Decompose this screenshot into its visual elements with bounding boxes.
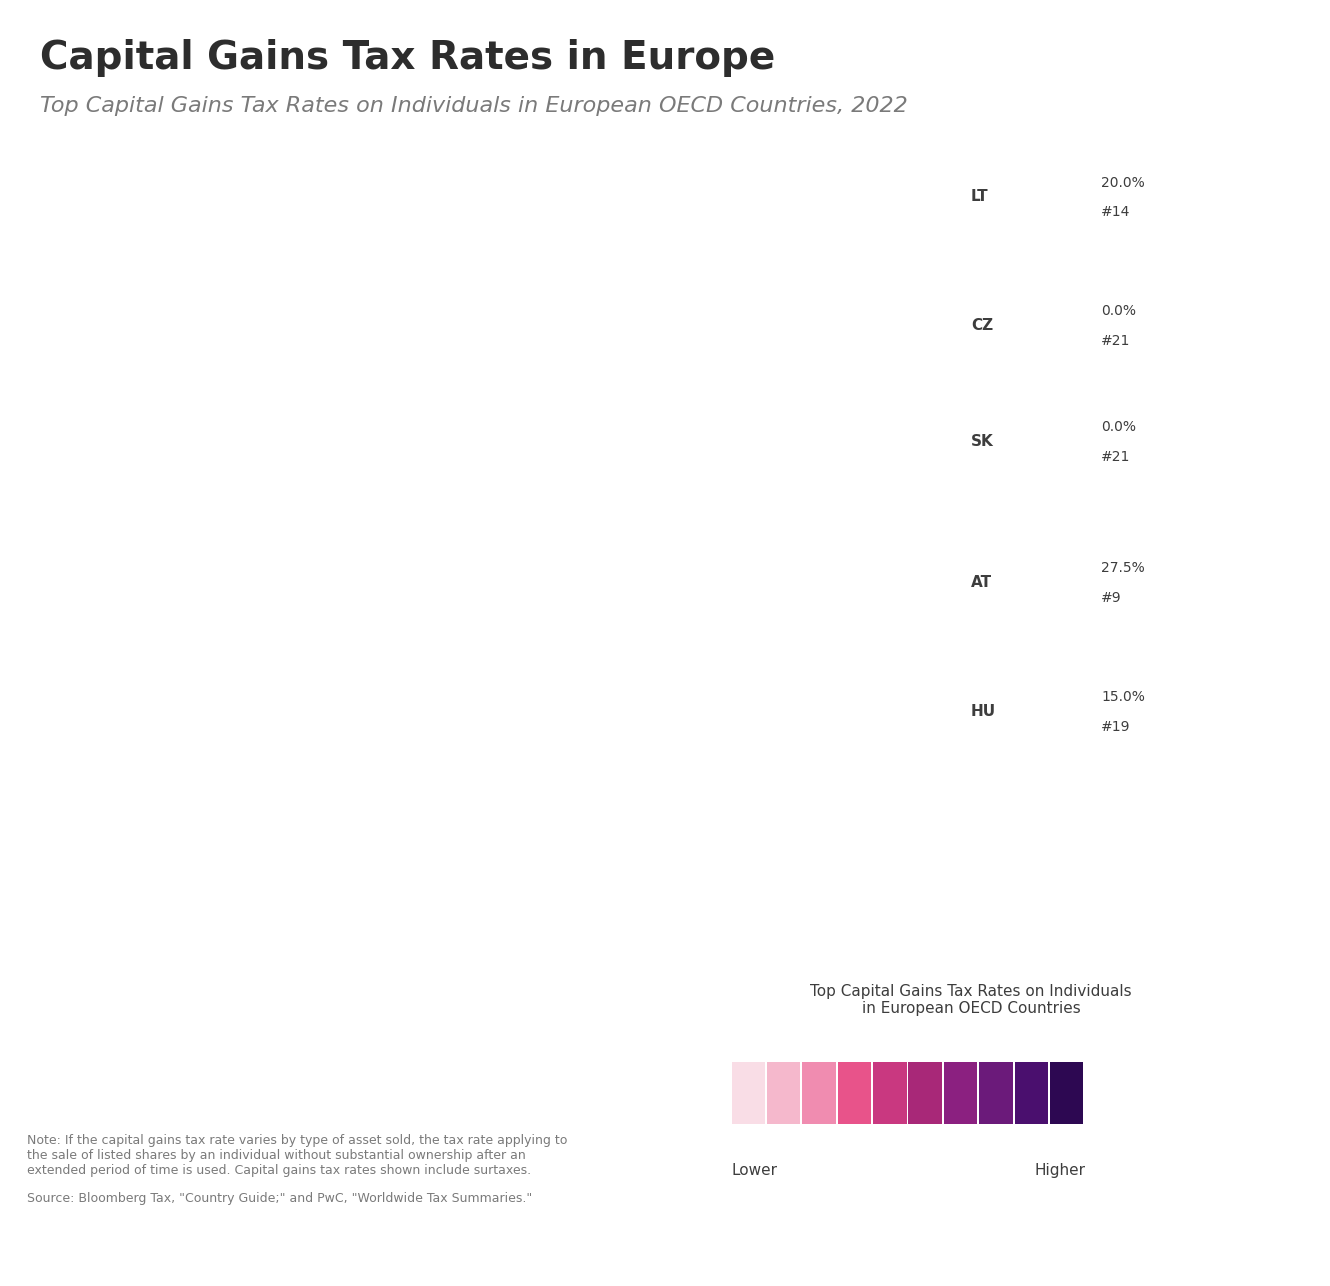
FancyBboxPatch shape	[767, 1062, 801, 1124]
FancyBboxPatch shape	[872, 1062, 907, 1124]
FancyBboxPatch shape	[979, 1062, 1012, 1124]
Text: Note: If the capital gains tax rate varies by type of asset sold, the tax rate a: Note: If the capital gains tax rate vari…	[27, 1134, 567, 1177]
FancyBboxPatch shape	[838, 1062, 871, 1124]
Text: Top Capital Gains Tax Rates on Individuals
in European OECD Countries: Top Capital Gains Tax Rates on Individua…	[810, 984, 1132, 1016]
Text: HU: HU	[971, 703, 996, 719]
Text: 0.0%: 0.0%	[1101, 421, 1136, 433]
FancyBboxPatch shape	[1049, 1062, 1084, 1124]
Text: #19: #19	[1101, 720, 1130, 733]
Text: Top Capital Gains Tax Rates on Individuals in European OECD Countries, 2022: Top Capital Gains Tax Rates on Individua…	[40, 96, 907, 117]
FancyBboxPatch shape	[732, 1062, 765, 1124]
Text: SK: SK	[971, 433, 994, 449]
Text: LT: LT	[971, 189, 988, 204]
FancyBboxPatch shape	[1015, 1062, 1048, 1124]
Text: Lower: Lower	[732, 1163, 778, 1178]
Text: #21: #21	[1101, 334, 1130, 347]
FancyBboxPatch shape	[802, 1062, 835, 1124]
Text: AT: AT	[971, 575, 992, 590]
FancyBboxPatch shape	[908, 1062, 942, 1124]
Text: #21: #21	[1101, 450, 1130, 463]
Text: 20.0%: 20.0%	[1101, 176, 1145, 189]
Text: #14: #14	[1101, 206, 1130, 219]
Text: TAX FOUNDATION: TAX FOUNDATION	[13, 1241, 234, 1260]
FancyBboxPatch shape	[944, 1062, 978, 1124]
Text: #9: #9	[1101, 592, 1123, 604]
Text: Higher: Higher	[1035, 1163, 1085, 1178]
Text: CZ: CZ	[971, 318, 994, 333]
Text: 15.0%: 15.0%	[1101, 691, 1145, 703]
Text: 0.0%: 0.0%	[1101, 305, 1136, 318]
Text: @TaxFoundation: @TaxFoundation	[1157, 1241, 1317, 1260]
Text: Source: Bloomberg Tax, "Country Guide;" and PwC, "Worldwide Tax Summaries.": Source: Bloomberg Tax, "Country Guide;" …	[27, 1192, 532, 1205]
Text: 27.5%: 27.5%	[1101, 562, 1145, 575]
Text: Capital Gains Tax Rates in Europe: Capital Gains Tax Rates in Europe	[40, 39, 775, 77]
